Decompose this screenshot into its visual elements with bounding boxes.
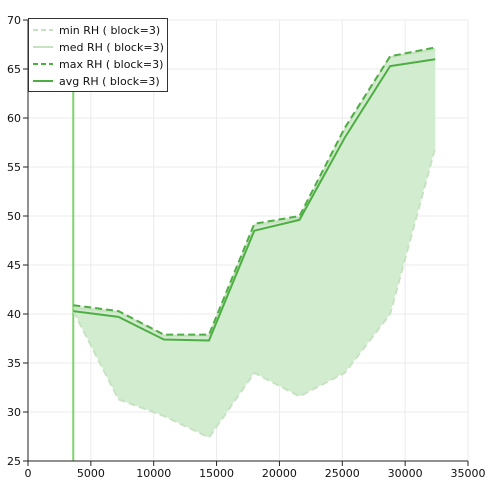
series-layer: [72, 46, 437, 439]
legend-label-avg: avg RH ( block=3): [59, 75, 160, 88]
series-line-avg: [73, 58, 436, 342]
y-tick-label-0: 25: [7, 455, 21, 468]
y-tick-label-3: 40: [7, 308, 21, 321]
min-max-range-fill: [73, 47, 436, 438]
legend-label-max: max RH ( block=3): [59, 58, 163, 71]
y-tick-label-5: 50: [7, 210, 21, 223]
x-tick-label-5: 25000: [325, 467, 360, 480]
y-tick-label-1: 30: [7, 406, 21, 419]
x-tick-label-7: 35000: [451, 467, 486, 480]
y-tick-label-2: 35: [7, 357, 21, 370]
y-tick-label-4: 45: [7, 259, 21, 272]
axes: [27, 20, 468, 462]
legend: min RH ( block=3) med RH ( block=3) max RH…: [28, 18, 168, 92]
x-tick-label-4: 20000: [262, 467, 297, 480]
x-tick-labels: 0 5000 10000 15000 20000 25000 30000 35000: [25, 461, 486, 480]
y-tick-label-6: 55: [7, 161, 21, 174]
legend-label-med: med RH ( block=3): [59, 41, 164, 54]
series-line-max: [73, 46, 436, 336]
x-tick-label-1: 5000: [77, 467, 105, 480]
x-tick-label-3: 15000: [199, 467, 234, 480]
legend-entries: min RH ( block=3) med RH ( block=3) max RH…: [33, 24, 164, 88]
range-fill-layer: [73, 47, 436, 438]
y-tick-label-8: 65: [7, 63, 21, 76]
series-line-min: [72, 147, 437, 439]
x-tick-label-6: 30000: [388, 467, 423, 480]
x-tick-label-0: 0: [25, 467, 32, 480]
y-tick-label-7: 60: [7, 112, 21, 125]
y-tick-labels: 25 30 35 40 45 50 55 60 65 70: [7, 14, 28, 468]
legend-label-min: min RH ( block=3): [59, 24, 160, 37]
x-tick-label-2: 10000: [136, 467, 171, 480]
y-tick-label-9: 70: [7, 14, 21, 27]
